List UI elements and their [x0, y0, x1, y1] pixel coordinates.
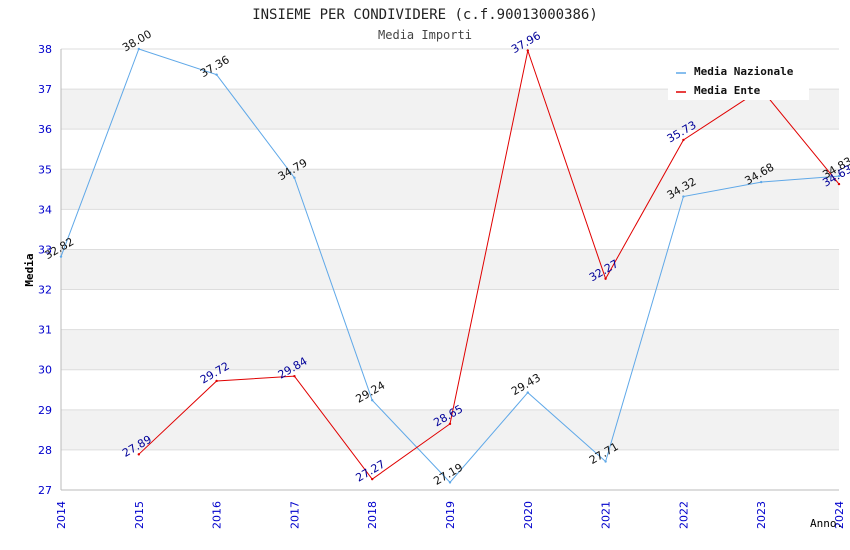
y-tick-label: 37: [38, 83, 52, 96]
data-point: [371, 477, 374, 481]
x-axis-ticks: 2014 2015 2016 2017 2018 2019 2020 2021 2022 2023…: [55, 501, 846, 529]
x-tick-label: 2024: [833, 501, 846, 529]
data-point: [760, 180, 763, 184]
legend-label-media-nazionale: Media Nazionale: [694, 65, 794, 78]
y-axis-ticks: 27 28 29 30 31 32 33 34 35 36 37 38: [38, 43, 52, 497]
data-label: 27.19: [431, 461, 465, 488]
data-point: [604, 460, 607, 463]
band-28: [61, 409, 839, 450]
data-point: [837, 182, 841, 186]
y-tick-label: 33: [38, 243, 52, 256]
data-point: [137, 47, 140, 51]
y-axis-label: Media: [23, 253, 36, 286]
y-tick-label: 36: [38, 123, 52, 136]
data-label: 29.24: [354, 379, 388, 406]
y-tick-label: 28: [38, 444, 52, 457]
y-tick-label: 34: [38, 203, 52, 216]
x-tick-label: 2023: [755, 501, 768, 529]
x-tick-label: 2021: [600, 501, 613, 529]
plot-background-bands: [61, 89, 839, 450]
data-label: 38.00: [120, 27, 154, 54]
data-point: [448, 422, 452, 426]
x-tick-label: 2018: [366, 501, 379, 529]
data-point: [682, 195, 685, 198]
data-point: [837, 174, 841, 178]
y-tick-label: 30: [38, 364, 52, 377]
axes: [60, 49, 839, 491]
x-tick-label: 2020: [522, 501, 535, 529]
chart-title: INSIEME PER CONDIVIDERE (c.f.90013000386…: [252, 7, 598, 23]
data-point: [526, 49, 529, 52]
data-point: [293, 374, 296, 378]
y-tick-label: 31: [38, 324, 52, 337]
x-tick-label: 2016: [211, 501, 224, 529]
data-point: [371, 398, 374, 402]
legend-box: [668, 60, 809, 100]
data-point: [59, 255, 63, 258]
x-tick-label: 2015: [133, 501, 146, 529]
x-tick-label: 2019: [444, 501, 457, 529]
data-point: [215, 73, 218, 76]
band-32: [61, 249, 839, 290]
data-label: 37.96: [509, 29, 543, 56]
chart-subtitle: Media Importi: [378, 28, 472, 42]
data-point: [215, 379, 218, 383]
data-point: [137, 453, 140, 456]
band-30: [61, 329, 839, 370]
data-point: [604, 277, 607, 280]
x-axis-label: Anno.: [810, 517, 843, 530]
band-34: [61, 169, 839, 210]
data-point: [682, 138, 685, 142]
data-label: 37.36: [198, 53, 232, 80]
x-tick-label: 2022: [677, 501, 690, 529]
y-tick-label: 38: [38, 43, 52, 56]
data-point: [293, 176, 296, 179]
series-line-media-ente: [138, 48, 840, 480]
x-tick-label: 2014: [55, 501, 68, 529]
y-tick-label: 35: [38, 163, 52, 176]
y-tick-label: 32: [38, 284, 52, 297]
grid-lines: [61, 48, 839, 491]
x-tick-label: 2017: [288, 501, 301, 529]
y-tick-label: 27: [38, 484, 52, 497]
legend: Media Nazionale Media Ente: [668, 60, 809, 100]
data-point: [448, 481, 452, 484]
data-point: [526, 391, 529, 394]
y-tick-label: 29: [38, 404, 52, 417]
legend-label-media-ente: Media Ente: [694, 84, 761, 97]
